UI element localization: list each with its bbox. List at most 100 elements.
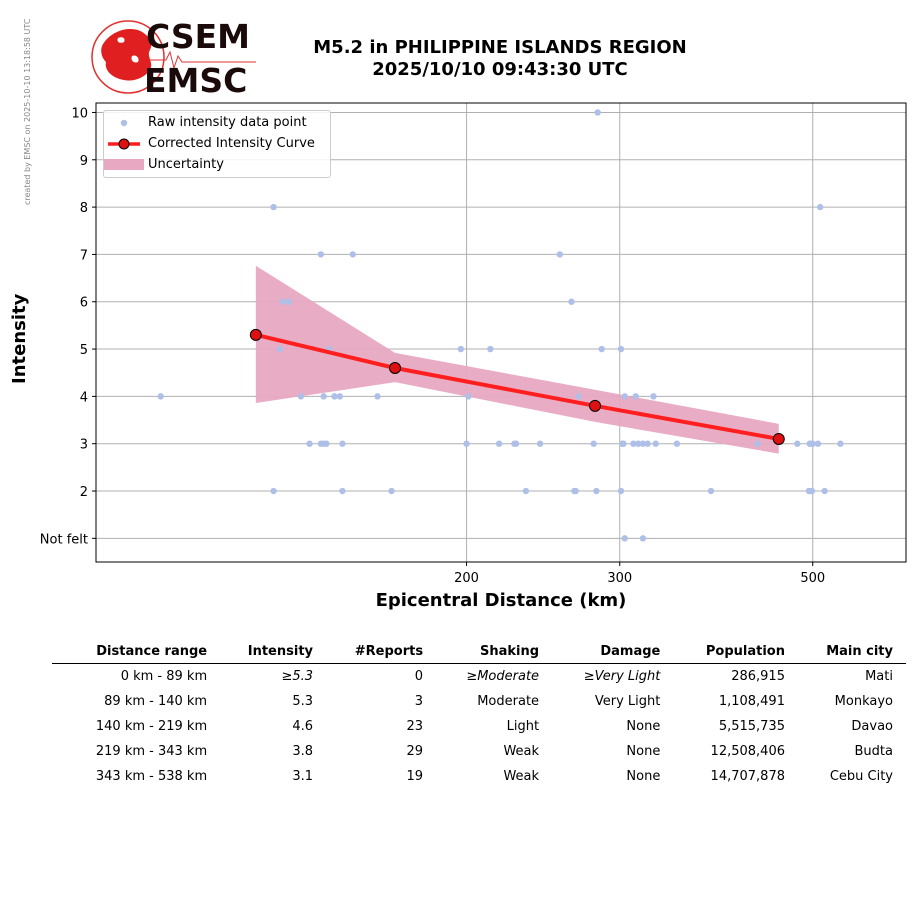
legend-key-uncertainty: [104, 159, 144, 170]
raw-data-point: [279, 298, 287, 305]
raw-data-point: [270, 203, 277, 211]
cell-population: 1,108,491: [718, 694, 785, 709]
raw-data-point: [754, 440, 761, 447]
raw-data-point: [837, 440, 844, 447]
legend-item-uncertainty: Uncertainty: [104, 155, 330, 175]
x-tick-label: 200: [454, 571, 479, 586]
header-shaking: Shaking: [436, 640, 553, 664]
cell-intensity: 4.6: [292, 719, 314, 734]
chart-subtitle: 2025/10/10 09:43:30 UTC: [372, 59, 628, 80]
raw-data-point: [512, 440, 520, 447]
raw-data-point: [639, 440, 647, 447]
raw-data-point: [285, 298, 293, 305]
intensity-curve-marker: [249, 328, 262, 341]
intensity-curve-layer: [249, 328, 785, 445]
cell-damage: None: [626, 769, 661, 784]
intensity-summary-table: Distance range Intensity #Reports Shakin…: [52, 640, 906, 789]
table-row: 0 km - 89 km ≥5.3 0 ≥Moderate ≥Very Ligh…: [52, 664, 906, 690]
plot-frame: [95, 102, 907, 563]
cell-damage: Very Light: [594, 694, 661, 709]
cell-reports: 0: [414, 669, 424, 684]
table-header-row: Distance range Intensity #Reports Shakin…: [52, 640, 906, 664]
chart-legend: Raw intensity data point Corrected Inten…: [103, 110, 331, 178]
cell-city: Davao: [851, 719, 893, 734]
cell-shaking: Light: [506, 719, 540, 734]
raw-data-point: [339, 440, 346, 447]
raw-data-point: [590, 440, 597, 447]
raw-data-point: [621, 535, 628, 542]
uncertainty-band-layer: [255, 265, 779, 454]
raw-data-point: [297, 393, 305, 400]
raw-data-point: [821, 487, 828, 495]
raw-data-point: [632, 393, 639, 400]
raw-data-point: [556, 251, 564, 258]
raw-data-point: [639, 535, 647, 542]
y-tick-label: Not felt: [40, 532, 88, 547]
y-tick-label: 4: [80, 390, 88, 405]
intensity-chart: Not felt 2 3 4 5 6 7 8 9 10 200 300 500: [40, 102, 907, 586]
cell-shaking: Weak: [503, 769, 540, 784]
legend-label-uncertainty: Uncertainty: [148, 157, 224, 172]
cell-intensity: 3.1: [292, 769, 314, 784]
cell-reports: 23: [406, 719, 424, 734]
cell-reports: 29: [406, 744, 424, 759]
raw-data-point: [465, 393, 472, 400]
raw-data-point: [617, 345, 625, 353]
cell-city: Cebu City: [829, 769, 893, 784]
legend-key-curve: [108, 138, 140, 150]
header-distance-range: Distance range: [52, 640, 221, 664]
header-damage: Damage: [552, 640, 674, 664]
cell-shaking: Moderate: [477, 694, 540, 709]
y-tick-label: 3: [80, 438, 88, 453]
cell-distance: 219 km - 343 km: [95, 744, 208, 759]
raw-data-point: [634, 440, 642, 447]
y-tick-label: 8: [80, 201, 88, 216]
raw-data-point: [276, 345, 284, 353]
raw-data-point: [594, 109, 601, 116]
raw-data-point: [270, 487, 277, 495]
raw-data-point: [323, 440, 330, 447]
table-row: 140 km - 219 km 4.6 23 Light None 5,515,…: [52, 714, 906, 739]
raw-data-point: [349, 251, 357, 258]
raw-data-point: [707, 487, 715, 495]
cell-shaking: Weak: [503, 744, 540, 759]
raw-data-point: [794, 440, 801, 447]
raw-data-point: [522, 487, 530, 495]
chart-title: M5.2 in PHILIPPINE ISLANDS REGION: [313, 37, 687, 58]
header-reports: #Reports: [326, 640, 437, 664]
cell-distance: 140 km - 219 km: [95, 719, 208, 734]
raw-data-point: [336, 393, 344, 400]
raw-data-point: [621, 393, 628, 400]
raw-data-point: [536, 440, 544, 447]
cell-city: Budta: [854, 744, 893, 759]
cell-intensity: ≥5.3: [281, 669, 314, 684]
cell-intensity: 5.3: [292, 694, 314, 709]
cell-reports: 19: [406, 769, 424, 784]
raw-data-point: [568, 298, 575, 305]
raw-data-point: [331, 393, 338, 400]
table-row: 343 km - 538 km 3.1 19 Weak None 14,707,…: [52, 764, 906, 789]
cell-population: 12,508,406: [710, 744, 785, 759]
logo-emsc-text: EMSC: [144, 61, 247, 98]
csem-emsc-logo: CSEM EMSC: [91, 17, 256, 98]
raw-data-point: [487, 345, 494, 353]
raw-data-point: [598, 345, 605, 353]
intensity-curve-line: [255, 332, 780, 441]
legend-item-curve: Corrected Intensity Curve: [104, 134, 330, 154]
header-intensity: Intensity: [220, 640, 327, 664]
cell-intensity: 3.8: [292, 744, 314, 759]
raw-points-layer: [157, 109, 844, 542]
raw-data-point: [617, 487, 625, 495]
intensity-curve-marker: [772, 432, 785, 445]
raw-data-point: [673, 440, 681, 447]
chart-title-block: M5.2 in PHILIPPINE ISLANDS REGION 2025/1…: [250, 37, 750, 81]
cell-city: Monkayo: [834, 694, 893, 709]
y-axis-label: Intensity: [9, 293, 30, 384]
raw-data-point: [809, 440, 816, 447]
raw-data-point: [630, 440, 637, 447]
y-tick-label: 5: [80, 343, 88, 358]
cell-distance: 0 km - 89 km: [120, 669, 208, 684]
y-tick-label: 10: [71, 106, 88, 121]
cell-city: Mati: [865, 669, 893, 684]
raw-data-point: [644, 440, 651, 447]
